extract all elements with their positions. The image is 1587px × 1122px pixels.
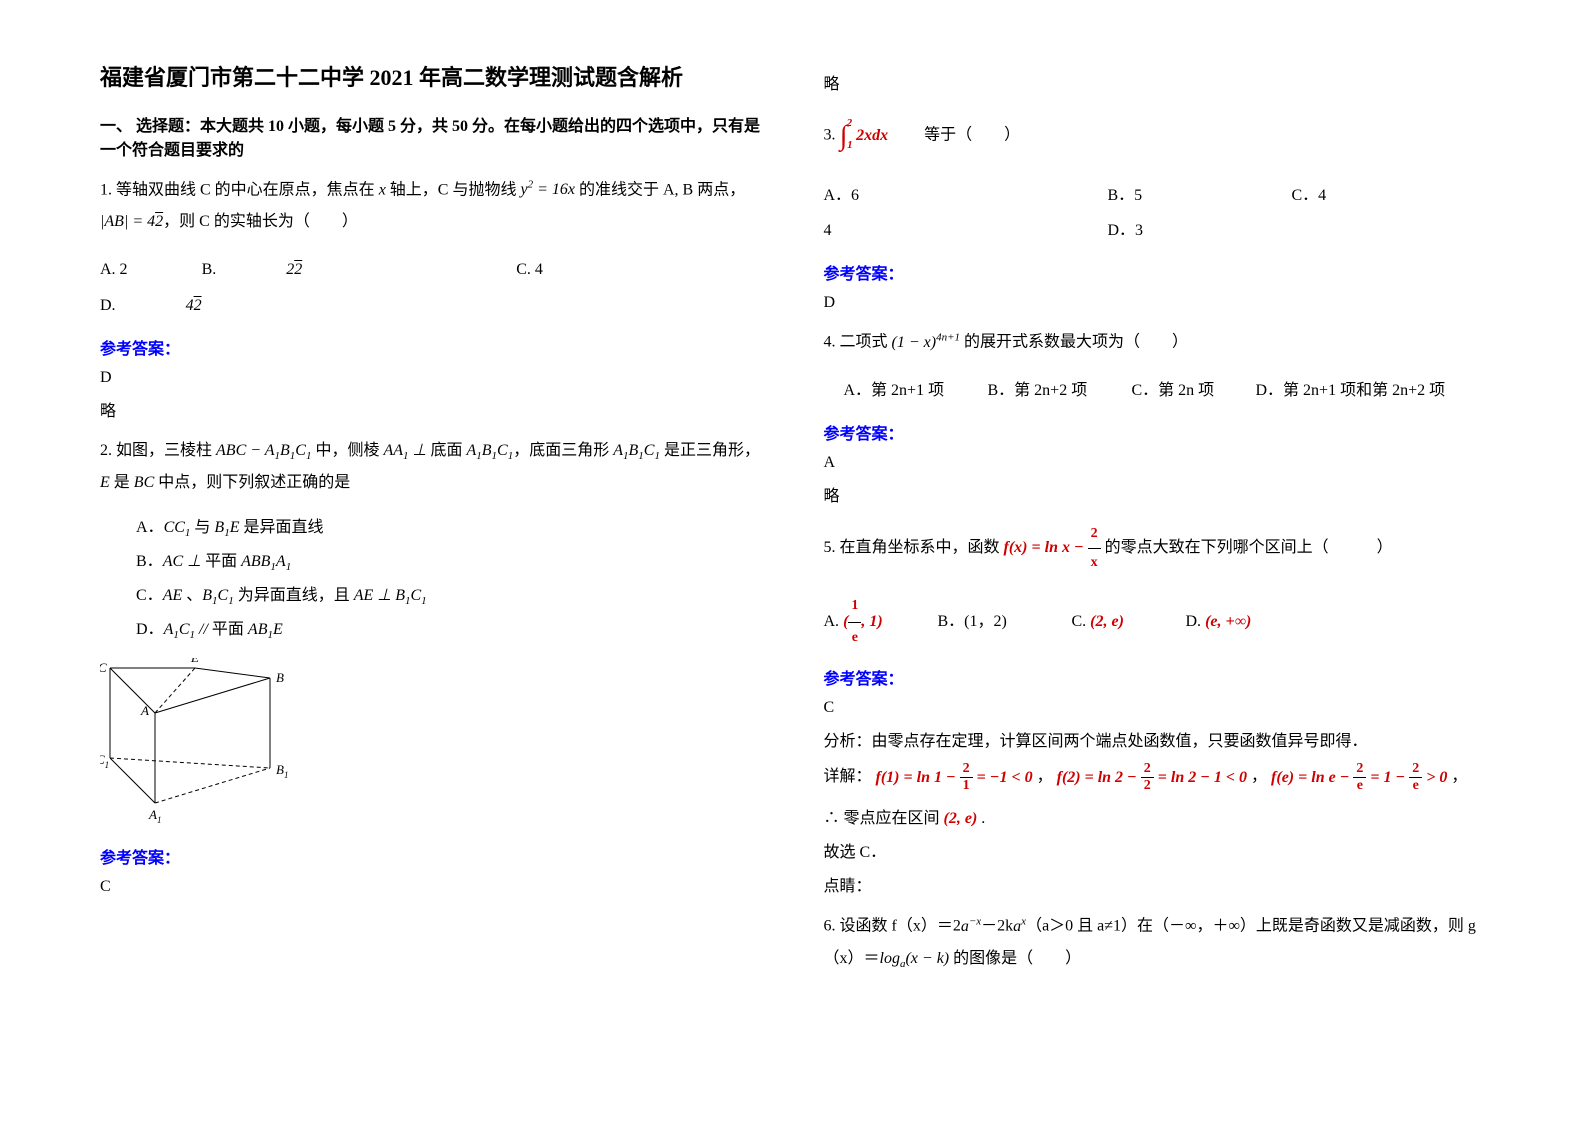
q5-stem-b: 的零点大致在下列哪个区间上（ ） (1105, 539, 1393, 556)
q4-note: 略 (824, 482, 1488, 506)
q5-analysis: 分析：由零点存在定理，计算区间两个端点处函数值，只要函数值异号即得． (824, 727, 1488, 751)
q4-options: A．第 2n+1 项 B．第 2n+2 项 C．第 2n 项 D．第 2n+1 … (824, 373, 1488, 408)
q4-optC: C．第 2n 项 (1132, 373, 1252, 408)
left-column: 福建省厦门市第二十二中学 2021 年高二数学理测试题含解析 一、 选择题：本大… (100, 60, 764, 989)
q3-optD: D．3 (1108, 222, 1144, 239)
q2-stem-d: ，底面三角形 (513, 442, 613, 459)
q1-optD: D. 42 (100, 288, 342, 323)
q1-stem-b: 轴上，C 与抛物线 (386, 181, 521, 198)
answer-label-3: 参考答案： (824, 260, 1488, 284)
math-parabola: y2 = 16x (520, 181, 575, 198)
q1-stem-a: 1. 等轴双曲线 C 的中心在原点，焦点在 (100, 181, 379, 198)
q3-optB: B．5 (1108, 178, 1288, 213)
q5-choice: 故选 C． (824, 838, 1488, 862)
q4-optB: B．第 2n+2 项 (988, 373, 1128, 408)
q2-stem-b: 中，侧棱 (311, 442, 383, 459)
q2-stem-a: 2. 如图，三棱柱 (100, 442, 216, 459)
math-x: x (379, 181, 386, 198)
math-ab: |AB| = 42 (100, 213, 163, 230)
q2-optC: C．AE 、B1C1 为异面直线，且 AE ⊥ B1C1 (100, 581, 764, 607)
q1-optA: A. 2 (100, 252, 128, 287)
q3-optA: A．6 (824, 178, 1104, 213)
svg-text:C1: C1 (100, 752, 109, 770)
q1-stem-d: ，则 C 的实轴长为（ ） (163, 213, 358, 230)
math-fx: f(x) = ln x − 2x (1004, 539, 1101, 556)
answer-label-5: 参考答案： (824, 665, 1488, 689)
q2-optA: A．CC1 与 B1E 是异面直线 (100, 513, 764, 539)
q5-detail: 详解： f(1) = ln 1 − 21 = −1 < 0 ， f(2) = l… (824, 761, 1488, 794)
q2-stem-g: 中点，则下列叙述正确的是 (154, 474, 350, 491)
q5-options: A. (1e, 1) B．(1，2) C. (2, e) D. (e, +∞) (824, 591, 1488, 654)
q4-optA: A．第 2n+1 项 (844, 373, 984, 408)
svg-text:E: E (190, 658, 199, 665)
math-prism: ABC − A1B1C1 (216, 442, 311, 459)
q3-stem-a: 3. (824, 127, 840, 144)
page-title: 福建省厦门市第二十二中学 2021 年高二数学理测试题含解析 (100, 60, 764, 92)
q1-optB: B. 22 (202, 252, 443, 287)
q1-optC: C. 4 (516, 252, 543, 287)
question-4: 4. 二项式 (1 − x)4n+1 的展开式系数最大项为（ ） (824, 326, 1488, 358)
q5-dianjing: 点睛： (824, 872, 1488, 896)
q5-optA: A. (1e, 1) (824, 591, 934, 654)
q1-note: 略 (100, 397, 764, 421)
svg-text:C: C (100, 660, 107, 675)
svg-text:B: B (276, 670, 284, 685)
q2-optD: D．A1C1 // 平面 AB1E (100, 615, 764, 641)
q2-optB: B．AC ⊥ 平面 ABB1A1 (100, 547, 764, 573)
math-binomial: (1 − x)4n+1 (892, 334, 961, 351)
math-integral: ∫12 2xdx (840, 127, 893, 144)
question-6: 6. 设函数 f（x）＝2a−x－2kax（a＞0 且 a≠1）在（－∞，＋∞）… (824, 910, 1488, 975)
q5-optD: D. (e, +∞) (1186, 613, 1252, 630)
q2-answer: C (100, 878, 764, 896)
q5-optC: C. (2, e) (1072, 604, 1182, 639)
q6-stem-c: （a＞0 且 a≠1）在（－∞，＋∞）上既是奇函数又是减函数，则 g (1026, 918, 1476, 935)
svg-text:A1: A1 (148, 807, 161, 823)
q6-stem-d: （x）＝ (824, 950, 880, 967)
q4-stem-b: 的展开式系数最大项为（ ） (960, 334, 1188, 351)
q1-options: A. 2 B. 22 C. 4 D. 42 (100, 252, 764, 322)
q3-options: A．6 B．5 C．4 4 D．3 (824, 178, 1488, 248)
q5-conclusion: ∴ 零点应在区间 (2, e) . (824, 804, 1488, 828)
q6-stem-e: 的图像是（ ） (949, 950, 1081, 967)
right-column: 略 3. ∫12 2xdx 等于（ ） A．6 B．5 C．4 4 D．3 参考… (824, 60, 1488, 989)
q1-stem-c: 的准线交于 A, B 两点， (575, 181, 745, 198)
q5-answer: C (824, 699, 1488, 717)
q3-optC: C．4 (1292, 187, 1327, 204)
q4-answer: A (824, 454, 1488, 472)
q4-stem-a: 4. 二项式 (824, 334, 892, 351)
q2-stem-e: 是正三角形， (660, 442, 760, 459)
q3-stem-b: 等于（ ） (892, 127, 1020, 144)
question-1: 1. 等轴双曲线 C 的中心在原点，焦点在 x 轴上，C 与抛物线 y2 = 1… (100, 174, 764, 238)
q6-stem-b: －2k (981, 918, 1013, 935)
q2-stem-c: 底面 (426, 442, 466, 459)
section-header: 一、 选择题：本大题共 10 小题，每小题 5 分，共 50 分。在每小题给出的… (100, 112, 764, 160)
q2-note: 略 (824, 70, 1488, 94)
q4-optD: D．第 2n+1 项和第 2n+2 项 (1256, 382, 1446, 399)
q3-answer: D (824, 294, 1488, 312)
svg-text:B1: B1 (276, 762, 288, 780)
answer-label: 参考答案： (100, 335, 764, 359)
svg-text:A: A (140, 703, 149, 718)
q6-stem-a: 6. 设函数 f（x）＝2 (824, 918, 961, 935)
q2-stem-f: 是 (114, 474, 134, 491)
q5-stem-a: 5. 在直角坐标系中，函数 (824, 539, 1004, 556)
q5-optB: B．(1，2) (938, 604, 1068, 639)
question-2: 2. 如图，三棱柱 ABC − A1B1C1 中，侧棱 AA1 ⊥ 底面 A1B… (100, 435, 764, 499)
answer-label-4: 参考答案： (824, 420, 1488, 444)
answer-label-2: 参考答案： (100, 844, 764, 868)
question-5: 5. 在直角坐标系中，函数 f(x) = ln x − 2x 的零点大致在下列哪… (824, 520, 1488, 577)
question-3: 3. ∫12 2xdx 等于（ ） (824, 108, 1488, 164)
q1-answer: D (100, 369, 764, 387)
prism-figure: C E B A C1 B1 A1 (100, 658, 764, 828)
